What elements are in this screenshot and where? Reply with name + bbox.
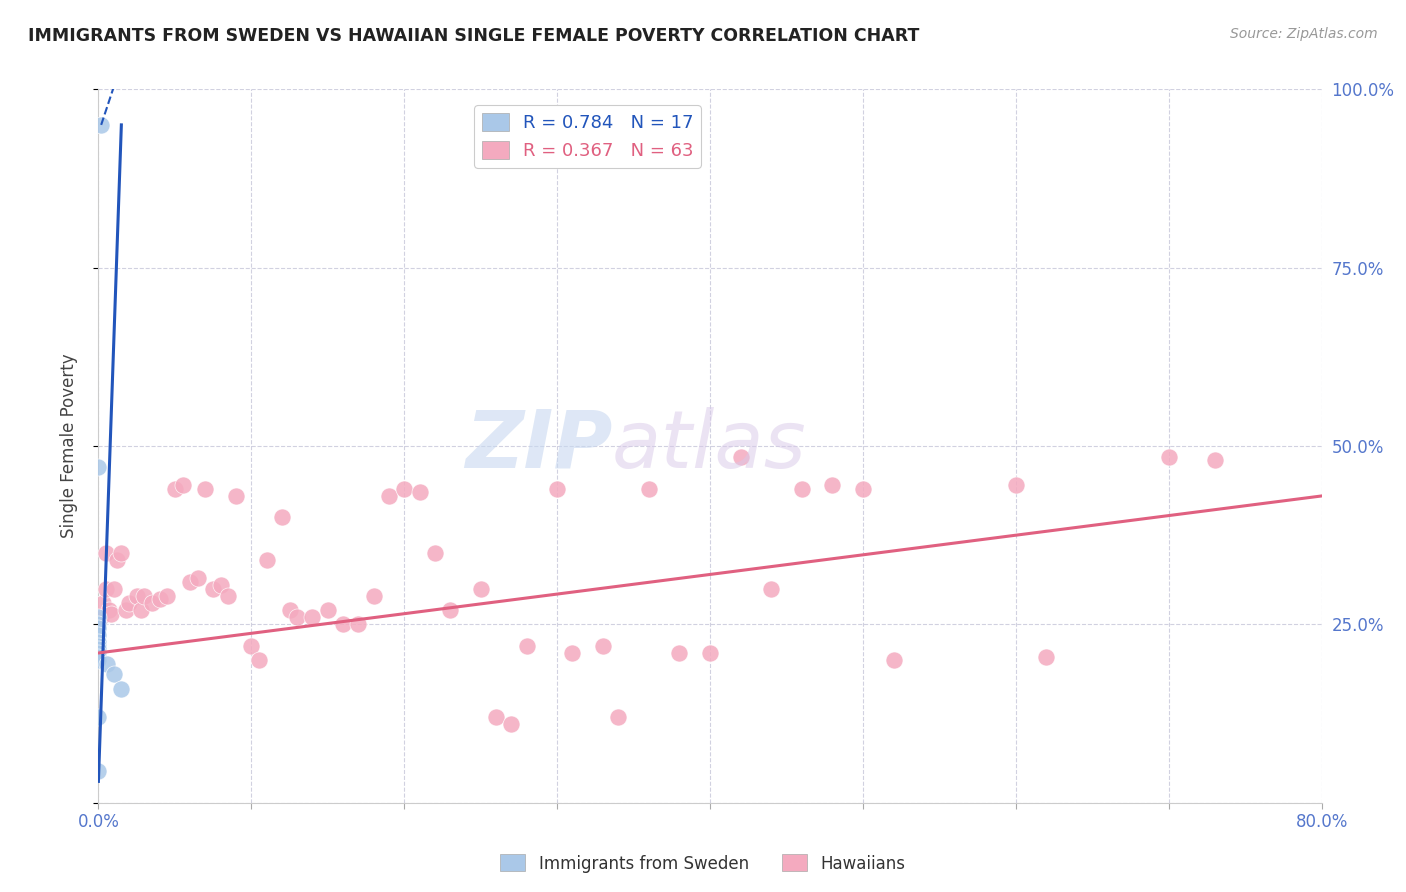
Point — [470, 582, 492, 596]
Point — [699, 646, 721, 660]
Point — [149, 592, 172, 607]
Point — [270, 510, 294, 524]
Point — [225, 489, 247, 503]
Point — [1204, 453, 1226, 467]
Point — [316, 603, 339, 617]
Point — [156, 589, 179, 603]
Point — [87, 764, 110, 778]
Point — [217, 589, 239, 603]
Point — [87, 649, 110, 664]
Point — [247, 653, 270, 667]
Point — [1157, 450, 1180, 464]
Point — [883, 653, 905, 667]
Point — [125, 589, 148, 603]
Point — [94, 582, 117, 596]
Point — [94, 546, 117, 560]
Point — [485, 710, 508, 724]
Point — [546, 482, 568, 496]
Point — [87, 639, 110, 653]
Point — [301, 610, 323, 624]
Point — [332, 617, 354, 632]
Point — [87, 642, 110, 657]
Point — [209, 578, 232, 592]
Point — [392, 482, 416, 496]
Point — [730, 450, 752, 464]
Point — [202, 582, 225, 596]
Point — [115, 603, 138, 617]
Point — [439, 603, 461, 617]
Point — [668, 646, 690, 660]
Point — [118, 596, 141, 610]
Point — [592, 639, 614, 653]
Point — [638, 482, 661, 496]
Point — [561, 646, 583, 660]
Point — [110, 681, 132, 696]
Point — [278, 603, 301, 617]
Point — [423, 546, 446, 560]
Point — [87, 653, 110, 667]
Point — [91, 596, 114, 610]
Point — [105, 553, 128, 567]
Point — [90, 118, 112, 132]
Point — [87, 646, 110, 660]
Point — [607, 710, 630, 724]
Point — [179, 574, 201, 589]
Point — [141, 596, 163, 610]
Point — [87, 635, 110, 649]
Point — [194, 482, 217, 496]
Point — [134, 589, 156, 603]
Point — [1004, 478, 1026, 492]
Point — [852, 482, 875, 496]
Point — [347, 617, 370, 632]
Y-axis label: Single Female Poverty: Single Female Poverty — [59, 354, 77, 538]
Text: IMMIGRANTS FROM SWEDEN VS HAWAIIAN SINGLE FEMALE POVERTY CORRELATION CHART: IMMIGRANTS FROM SWEDEN VS HAWAIIAN SINGL… — [28, 27, 920, 45]
Point — [87, 621, 110, 635]
Text: atlas: atlas — [612, 407, 807, 485]
Point — [516, 639, 538, 653]
Point — [790, 482, 813, 496]
Point — [761, 582, 783, 596]
Point — [408, 485, 430, 500]
Point — [98, 603, 121, 617]
Point — [187, 571, 209, 585]
Point — [110, 546, 132, 560]
Point — [96, 657, 118, 671]
Point — [87, 610, 110, 624]
Point — [821, 478, 844, 492]
Point — [256, 553, 278, 567]
Point — [87, 628, 110, 642]
Text: Source: ZipAtlas.com: Source: ZipAtlas.com — [1230, 27, 1378, 41]
Point — [87, 460, 110, 475]
Point — [103, 667, 125, 681]
Point — [87, 710, 110, 724]
Legend: R = 0.784   N = 17, R = 0.367   N = 63: R = 0.784 N = 17, R = 0.367 N = 63 — [474, 105, 702, 168]
Point — [129, 603, 152, 617]
Point — [90, 610, 112, 624]
Point — [1035, 649, 1057, 664]
Legend: Immigrants from Sweden, Hawaiians: Immigrants from Sweden, Hawaiians — [494, 847, 912, 880]
Point — [501, 717, 523, 731]
Point — [100, 607, 122, 621]
Point — [378, 489, 401, 503]
Point — [172, 478, 194, 492]
Point — [363, 589, 385, 603]
Point — [240, 639, 263, 653]
Point — [163, 482, 186, 496]
Point — [103, 582, 125, 596]
Point — [87, 617, 110, 632]
Point — [285, 610, 308, 624]
Text: ZIP: ZIP — [465, 407, 612, 485]
